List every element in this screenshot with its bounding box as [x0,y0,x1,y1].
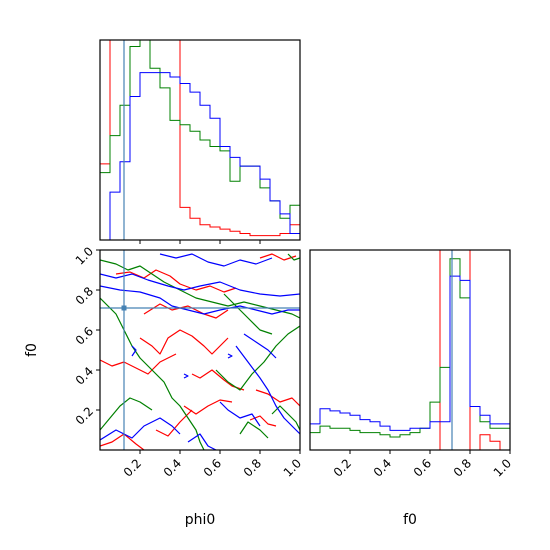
contour-blue-line [100,285,300,315]
joint-x-tick-label: 0.2 [121,456,144,479]
contour-blue-line [227,353,233,359]
f0-hist-red-series-step [310,250,510,450]
contour-blue-line [159,253,273,267]
joint-y-tick-label: 0.2 [73,404,96,427]
f0-hist-x-tick-label: 0.6 [411,456,434,479]
joint-y-tick-label: 0.4 [73,364,96,387]
joint-x-tick-label: 1.0 [281,456,304,479]
phi0-f0-contour-frame [99,249,301,451]
joint-x-tick-label: 0.6 [201,456,224,479]
contour-blue-line [243,333,277,359]
joint-x-tick-label: 0.4 [161,456,184,479]
phi0-f0-contour-panel: 0.2 0.4 0.6 0.8 1.0 0.2 0.4 0.6 0.8 1.0 [73,244,304,479]
f0-histogram-frame [309,249,511,451]
phi0-histogram-panel [99,39,301,244]
contour-red-line [255,389,300,407]
contour-green-line [239,421,269,439]
contour-red-line [143,303,229,319]
f0-hist-x-tick-label: 0.8 [451,456,474,479]
contour-green-line [100,397,153,431]
f0-x-axis-label: f0 [403,512,417,528]
f0-hist-green-series-step [310,258,510,450]
joint-y-tick-label: 1.0 [73,244,96,267]
phi0-hist-blue-series-step [100,72,300,240]
joint-y-tick-label: 0.6 [73,324,96,347]
contour-red-line [139,329,229,355]
contour-green-line [100,259,300,319]
f0-y-axis-label: f0 [24,343,40,357]
contour-blue-line [235,345,300,435]
contour-blue-line [100,417,181,441]
joint-truth-marker [121,305,127,311]
contour-blue-line [100,273,300,297]
contour-green-line [215,325,300,391]
contour-red-line [259,253,297,261]
joint-y-tick-label: 0.8 [73,284,96,307]
contour-blue-line [219,401,261,427]
contour-green-line [287,253,300,261]
f0-hist-x-tick-label: 0.4 [371,456,394,479]
phi0-hist-red-series-step [100,40,300,240]
f0-hist-x-tick-label: 1.0 [491,456,514,479]
phi0-x-axis-label: phi0 [185,512,216,528]
f0-hist-x-tick-label: 0.2 [331,456,354,479]
contour-blue-line [187,433,217,450]
phi0-histogram-frame [99,39,301,241]
contour-red-line [155,409,193,437]
contour-red-line [100,353,177,375]
contour-green-line [100,297,205,450]
contour-blue-line [183,373,189,379]
f0-hist-blue-series-step [310,275,510,450]
joint-x-tick-label: 0.8 [241,456,264,479]
contour-green-line [223,293,273,335]
contour-blue-line [131,345,137,357]
f0-histogram-panel: 0.2 0.4 0.6 0.8 1.0 [309,249,514,480]
contour-green-line [271,405,300,431]
contour-red-line [183,399,233,415]
contour-red-line [115,269,237,293]
